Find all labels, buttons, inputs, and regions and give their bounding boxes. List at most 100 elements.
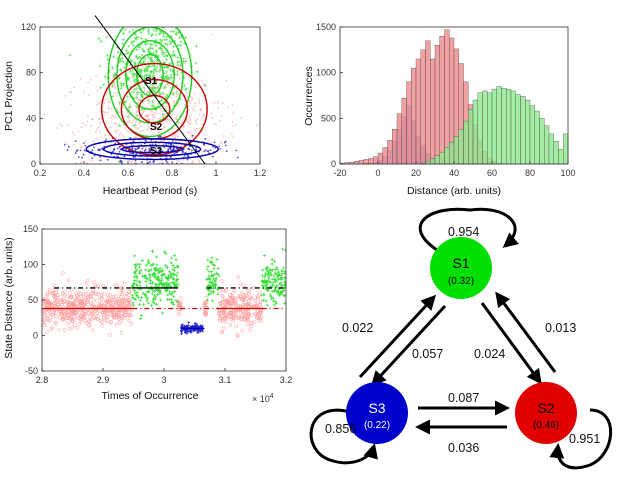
point-s2 (93, 316, 98, 321)
point-s1 (99, 40, 103, 44)
bar-s1 (439, 151, 445, 165)
point-s2 (221, 102, 224, 104)
point-s2 (69, 301, 74, 306)
point-s2 (245, 318, 249, 323)
point-s2 (112, 315, 117, 320)
point-s2 (135, 67, 138, 70)
point-s1 (158, 38, 162, 42)
point-s1 (144, 279, 148, 283)
x-scale-multiplier: × 104 (252, 393, 274, 404)
point-s1 (182, 57, 186, 61)
point-s1 (144, 19, 147, 22)
point-s1 (175, 60, 179, 64)
point-s2 (231, 112, 234, 115)
point-s2 (80, 146, 82, 149)
point-s2 (188, 123, 191, 126)
point-s2 (59, 123, 62, 125)
point-s1 (179, 40, 183, 44)
point-s2 (231, 318, 236, 323)
point-s1 (172, 44, 176, 48)
state-label-s2: S2 (150, 122, 163, 133)
point-s2 (233, 302, 238, 307)
point-s2 (129, 103, 132, 106)
point-s3 (141, 147, 144, 150)
point-s2 (163, 92, 166, 95)
self-loop-s2 (549, 408, 613, 470)
point-s2 (98, 159, 100, 162)
point-s2 (242, 316, 247, 321)
bar-s1 (558, 149, 564, 165)
ellipse-s1 (125, 39, 175, 110)
point-s1 (153, 295, 157, 299)
point-s2 (183, 103, 186, 106)
point-s3 (155, 150, 158, 153)
point-s1 (144, 277, 148, 281)
point-s1 (171, 267, 175, 271)
point-s1 (169, 298, 173, 302)
point-s2 (247, 298, 251, 303)
point-s1 (135, 294, 139, 298)
point-s3 (204, 138, 207, 140)
point-s1 (152, 275, 156, 279)
point-s1 (133, 291, 137, 295)
node-s1: S1 (0.32) (430, 237, 492, 299)
point-s2 (172, 94, 175, 97)
point-s2 (240, 290, 244, 295)
point-s2 (149, 93, 152, 96)
point-s1 (135, 114, 139, 118)
node-s2-value: (0.46) (533, 420, 559, 431)
point-s2 (108, 320, 113, 325)
bar-s1 (539, 118, 545, 165)
point-s1 (162, 32, 166, 36)
point-s2 (89, 312, 94, 317)
point-s3 (74, 152, 77, 155)
point-s2 (198, 113, 201, 116)
point-s2 (218, 300, 223, 305)
point-s2 (95, 311, 100, 315)
point-s1 (68, 53, 72, 57)
point-s1 (128, 30, 132, 34)
point-s3 (191, 134, 194, 137)
point-s2 (227, 310, 232, 315)
point-s2 (194, 86, 197, 89)
point-s2 (135, 134, 138, 137)
point-s1 (131, 28, 135, 32)
point-s2 (127, 318, 132, 323)
bar-s1 (482, 90, 488, 165)
bar-s1 (468, 109, 474, 165)
point-s2 (222, 304, 227, 308)
point-s1 (130, 68, 134, 72)
point-s1 (153, 20, 156, 23)
point-s3 (111, 150, 114, 153)
bar-s2 (439, 35, 445, 165)
point-s2 (122, 281, 127, 285)
point-s2 (128, 159, 131, 162)
point-s1 (167, 273, 171, 277)
point-s2 (188, 100, 191, 103)
point-s1 (177, 11, 180, 14)
point-s1 (157, 102, 161, 106)
point-s2 (134, 120, 137, 123)
point-s1 (135, 19, 138, 22)
point-s1 (166, 82, 170, 86)
point-s2 (46, 298, 50, 303)
point-s2 (87, 81, 89, 84)
point-s1 (182, 83, 186, 87)
point-s2 (162, 122, 164, 125)
point-s1 (139, 268, 143, 272)
point-s2 (186, 58, 189, 61)
point-s3 (149, 149, 152, 152)
point-s1 (159, 46, 163, 50)
point-s1 (149, 279, 153, 283)
point-s1 (269, 297, 273, 301)
point-s2 (231, 120, 234, 123)
point-s1 (264, 281, 268, 285)
point-s2 (67, 124, 70, 126)
point-s1 (168, 284, 172, 288)
point-s1 (99, 86, 103, 90)
point-s1 (261, 268, 265, 272)
x-tick-label: 80 (525, 168, 535, 178)
y-tick-label: 100 (23, 260, 38, 270)
point-s2 (98, 102, 100, 104)
point-s1 (135, 293, 139, 297)
